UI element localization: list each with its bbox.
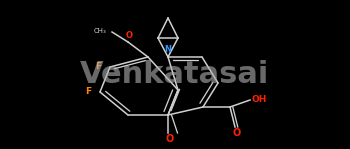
Text: O: O [125, 31, 132, 40]
Text: OH: OH [252, 96, 267, 104]
Text: F: F [85, 87, 91, 96]
Text: O: O [233, 128, 241, 138]
Text: O: O [166, 135, 174, 145]
Text: CH₃: CH₃ [94, 28, 107, 34]
Text: F: F [95, 62, 101, 71]
Text: N: N [164, 45, 172, 54]
Text: Venkatasai: Venkatasai [80, 60, 270, 89]
